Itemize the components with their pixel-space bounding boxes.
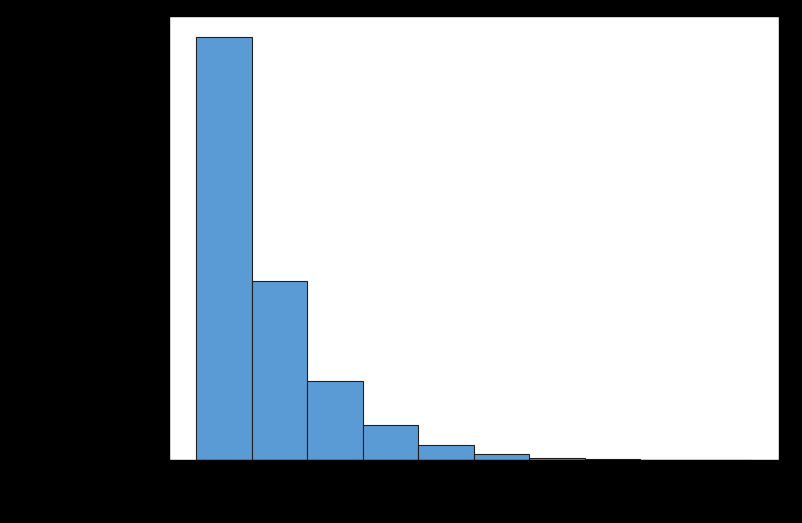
Bar bbox=[584, 459, 639, 460]
Bar bbox=[529, 458, 584, 460]
Bar bbox=[363, 425, 418, 460]
Bar bbox=[473, 454, 529, 460]
Bar bbox=[196, 37, 252, 460]
Bar bbox=[252, 281, 307, 460]
Bar bbox=[307, 381, 363, 460]
Bar bbox=[418, 445, 473, 460]
